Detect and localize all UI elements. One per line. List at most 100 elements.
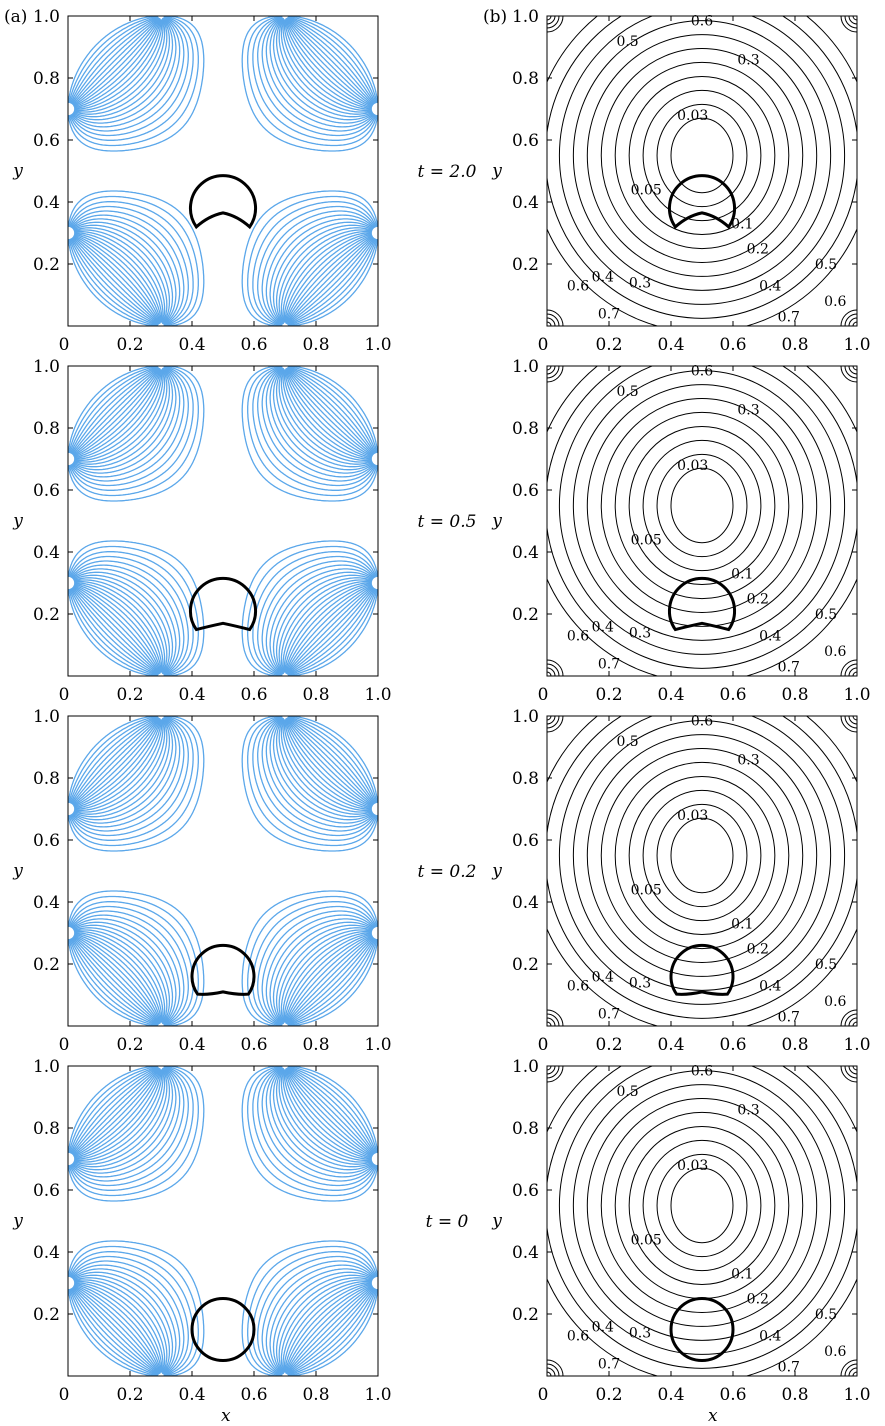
streamline [269,1268,375,1375]
streamline [73,229,166,324]
streamline [71,717,160,806]
drop-interface [667,174,737,230]
streamline [74,1069,163,1161]
streamline [285,584,373,674]
x-tick-label: 0.6 [719,1385,746,1405]
streamline [73,929,166,1024]
streamline [275,717,373,818]
streamline [69,716,159,804]
streamline [287,1066,376,1155]
streamline [73,719,161,808]
streamline [287,587,376,676]
x-axis-label-a: x [221,1406,231,1426]
streamline [284,1069,373,1159]
x-tick-label: 0 [538,335,549,355]
x-tick-label: 0.6 [240,1385,267,1405]
streamline [69,588,158,676]
streamline [275,367,373,468]
streamline [257,555,377,676]
streamline [68,366,159,454]
streamline [269,717,375,824]
y-tick-label: 0.8 [512,769,539,789]
streamline [286,936,375,1025]
streamline [252,716,377,841]
contour-label: 0.5 [616,384,638,400]
axes-frame [67,15,379,327]
streamline [70,366,185,482]
contour-line [572,1070,832,1341]
streamline-panel-1: 0 0.2 0.2 0.4 0.4 0.6 0.6 0.8 0.8 1.0 1.0 y t = 0.5 [12,357,476,705]
streamline [278,927,373,1025]
streamline [73,584,161,673]
streamline [70,366,159,455]
streamline [282,930,372,1023]
streamline [71,717,181,828]
streamline [241,16,378,152]
streamline [241,716,378,852]
streamline [280,368,373,463]
streamline [284,583,373,673]
x-tick-label: 0.8 [302,685,329,705]
contour-panel-3: 0.60.50.30.030.050.10.20.50.60.4 0.3 0.40.… [491,1057,870,1405]
streamline [71,1286,160,1375]
y-tick-label: 0.6 [512,481,539,501]
contour-label: 0.6 [824,294,846,310]
contour-line [547,16,857,326]
drop-interface [669,943,735,996]
y-tick-label: 0.8 [512,419,539,439]
y-axis-label: y [12,161,23,181]
y-tick-label: 0.2 [33,1305,60,1325]
streamline [287,588,378,676]
streamline [285,234,373,324]
contour-label: 0.3 [629,276,651,292]
streamline [72,367,174,471]
contour-label: 0.03 [677,108,708,124]
x-tick-label: 1.0 [843,1385,870,1405]
streamline [241,540,378,676]
streamline [286,236,375,325]
streamline [241,366,378,502]
plot-area [68,1066,378,1376]
contour-label: 0.7 [778,310,800,326]
streamline [288,366,377,454]
streamline [287,716,377,804]
y-tick-label: 0.8 [512,1119,539,1139]
contour-label: 0.2 [747,242,769,258]
streamline [73,934,161,1023]
streamline [73,1284,161,1374]
streamline [74,369,163,461]
streamline [68,588,159,676]
streamline [74,930,164,1023]
streamline [70,716,159,805]
streamline [68,545,199,676]
streamline [69,716,158,804]
x-tick-label: 0 [59,685,70,705]
streamline [290,716,378,803]
streamline [71,1067,181,1178]
streamline [71,1067,160,1156]
contour-label: 0.7 [598,307,620,323]
y-axis-label: y [491,511,502,531]
streamline [69,555,189,676]
streamline [74,1280,164,1373]
streamline [69,1255,189,1376]
streamline [69,901,194,1026]
streamline [290,16,378,103]
streamline [73,18,161,108]
streamline [257,1066,377,1187]
contour-label: 0.4 [759,279,781,295]
streamline [287,366,377,454]
streamline [74,1069,164,1162]
contour-label: 0.2 [747,942,769,958]
contour-line [656,103,748,208]
contour-line [670,817,734,894]
contour-label: 0.05 [631,533,662,549]
streamline [70,1066,159,1155]
streamline [73,233,162,323]
streamline [68,1066,199,1197]
streamline [275,224,373,325]
streamline-panel-3: 0 0.2 0.2 0.4 0.4 0.6 0.6 0.8 0.8 1.0 1.0 y t = 0 [12,1057,468,1405]
streamline [74,232,162,323]
x-tick-label: 0.8 [781,685,808,705]
time-label: t = 0.5 [418,512,477,532]
